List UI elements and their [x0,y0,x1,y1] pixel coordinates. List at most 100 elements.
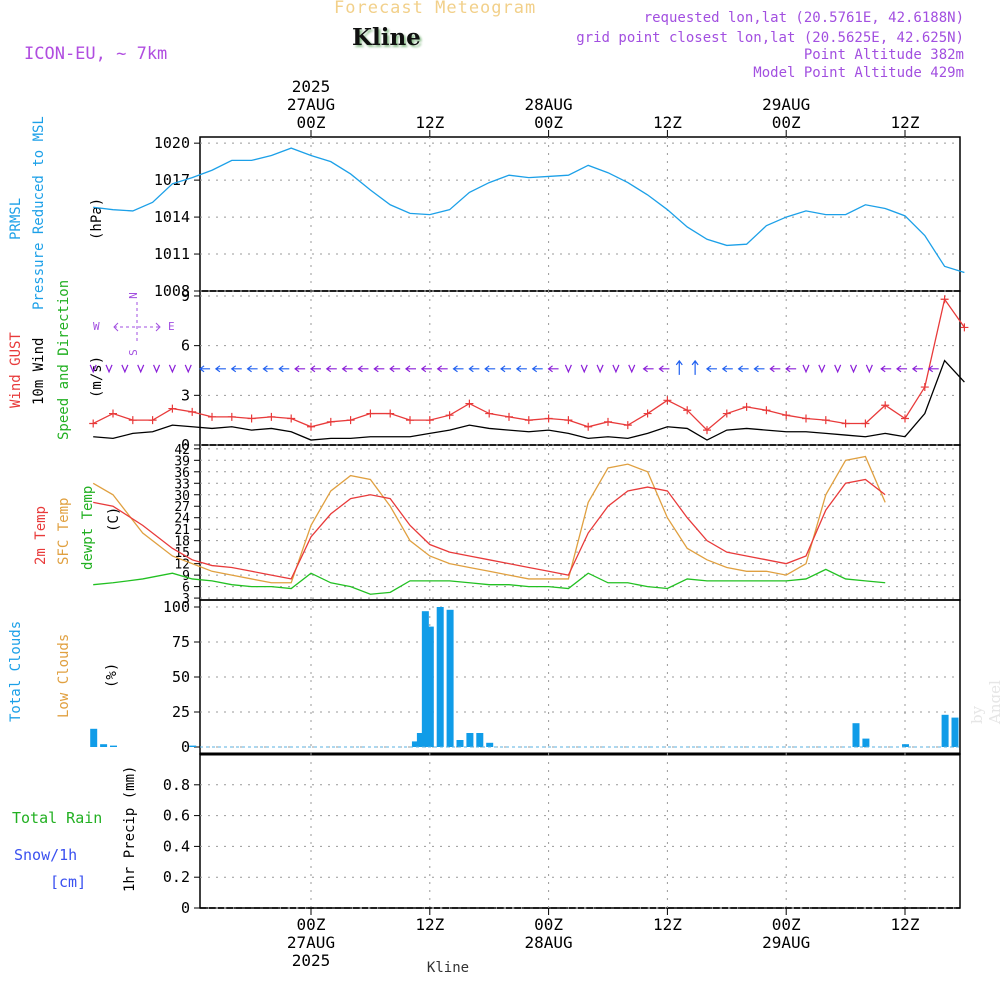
wind-arrow [436,365,448,373]
gust-marker [762,406,771,415]
wind-arrow [468,365,480,373]
y-tick-label: 1008 [154,282,190,300]
cm-unit: [cm] [50,873,87,891]
wind-arrow [628,364,636,374]
gust-marker [445,411,454,420]
wind-arrow [389,365,401,373]
wind-arrow [452,365,464,373]
gust-marker [782,411,791,420]
wind-arrow [802,364,810,374]
y-tick-label: 1014 [154,208,190,226]
wind-arrow [184,364,192,374]
time-label-top: 12Z [653,113,682,132]
cloud-bar [456,740,464,747]
wind-arrow [89,364,97,374]
wind-arrow [737,365,749,373]
y-tick-label: 1020 [154,134,190,152]
wind-arrow [927,365,939,373]
wind-arrow [341,365,353,373]
gust-marker [89,419,98,428]
y-tick-label: 1017 [154,171,190,189]
y-tick-label: 36 [174,466,190,481]
gust-marker [406,416,414,425]
gust-marker [168,404,177,413]
time-label-bottom: 12Z [653,915,682,934]
gust-marker [188,407,197,416]
gust-marker [287,414,296,423]
cloud-bar [852,723,860,747]
wind-arrow [325,365,337,373]
gust-marker [208,412,216,421]
gust-marker [386,409,395,418]
y-tick-label: 21 [174,523,190,538]
compass-w: W [93,320,100,333]
gust-marker [148,416,157,425]
gust-marker [544,414,553,423]
gust-marker [425,416,434,425]
wind-arrow [896,365,908,373]
wind-arrow [137,364,145,374]
y-tick-label: 0.8 [163,776,190,794]
y-tick-label: 39 [174,454,190,469]
y-tick-label: 42 [174,443,190,458]
gust-marker [742,402,751,411]
snow-label: Snow/1h [14,846,78,864]
time-label-top: 12Z [891,113,920,132]
gust-marker [564,416,573,425]
wind-arrow [278,365,290,373]
grid-point-coords: grid point closest lon,lat (20.5625E, 42… [576,30,964,46]
wind-arrow [675,359,683,375]
gust-marker [821,416,830,425]
time-label-bottom: 2025 [292,951,331,970]
wind-arrow [214,365,226,373]
wind-arrow [721,365,733,373]
wind-arrow [865,364,873,374]
cloud-bar [476,733,484,747]
gust-marker [683,406,692,415]
gust-line [92,297,965,431]
wind-arrow [168,364,176,374]
y-tick-label: 50 [172,668,190,686]
wind-arrow [691,359,699,375]
wind-arrow [500,365,512,373]
total-rain-label: Total Rain [12,809,103,827]
cloud-bar [110,745,117,747]
y-tick-label: 6 [182,581,190,596]
cloud-bar [411,741,419,747]
gust-marker [663,396,672,405]
time-label-top: 28AUG [525,95,573,114]
gust-marker [722,409,731,418]
panel-frame-4 [199,753,961,909]
cloud-bar [421,611,429,747]
wind-arrow [309,365,321,373]
gust-marker [802,414,810,423]
y-tick-label: 75 [172,633,190,651]
gust-marker [524,416,533,425]
wind-arrow [153,364,161,374]
time-label-bottom: 00Z [534,915,563,934]
wind-arrow [612,364,620,374]
pressure-line [93,147,965,274]
gust-marker [465,399,474,408]
wind-arrow [564,364,572,374]
wind-arrow [834,364,842,374]
gust-marker [901,414,909,423]
gust-marker [861,419,870,428]
gust-marker [643,409,652,418]
gust-marker [366,409,375,418]
cloud-bar [426,626,434,747]
wind-arrow [357,365,369,373]
wind-arrow [373,365,385,373]
gust-marker [227,412,236,421]
wind-arrow [849,364,858,374]
gust-marker [960,323,969,332]
time-label-bottom: 27AUG [287,933,335,952]
y-tick-label: 0 [181,899,190,917]
y-tick-label: 24 [174,512,190,527]
cloud-bar [466,733,474,747]
gust-marker [623,421,632,430]
y-tick-label: 100 [163,598,190,616]
y-tick-label: 3 [182,592,190,607]
sfc-temp-line [92,455,886,584]
time-label-bottom: 00Z [772,915,801,934]
